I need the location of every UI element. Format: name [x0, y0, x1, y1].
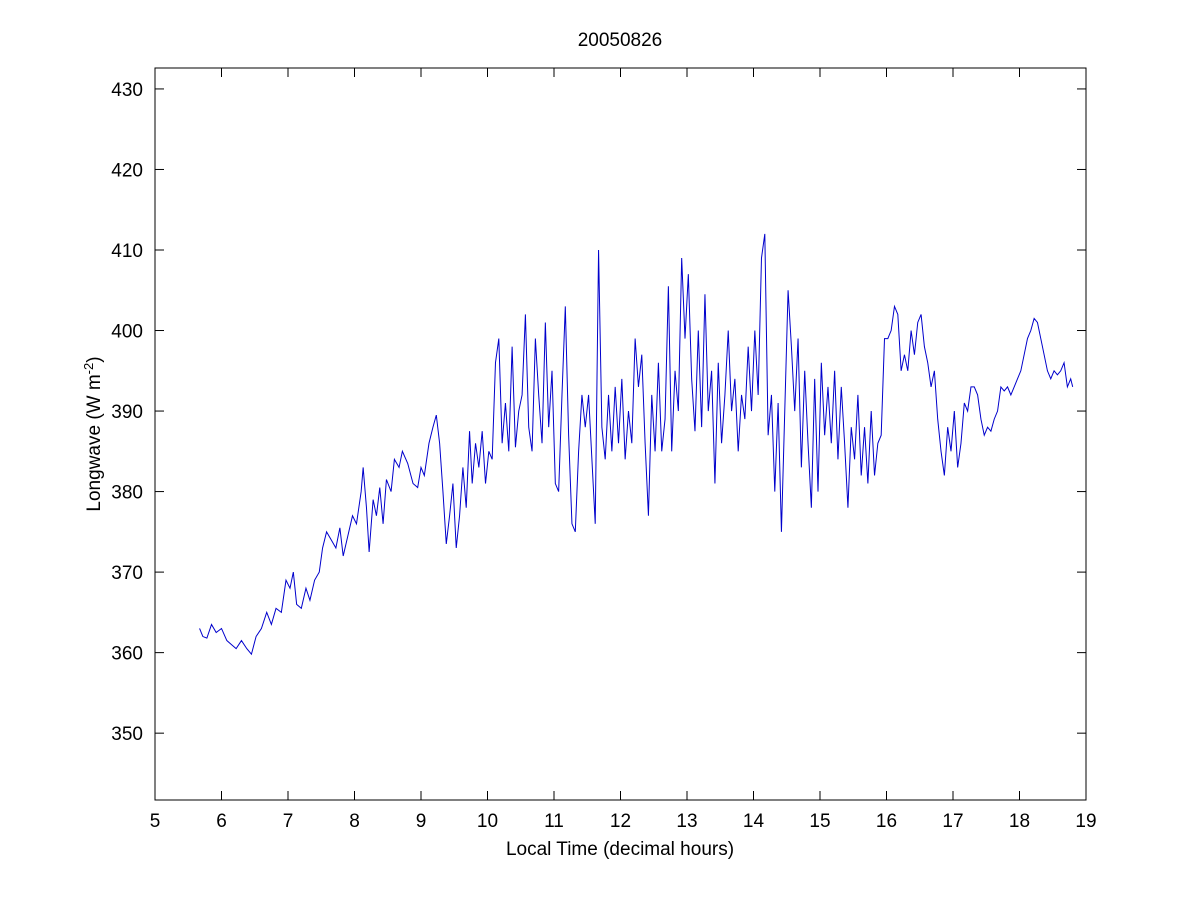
y-axis-label-sup: -2: [81, 363, 96, 375]
x-tick-label: 7: [283, 811, 294, 832]
x-tick-label: 16: [876, 811, 897, 832]
x-tick-label: 8: [349, 811, 360, 832]
y-tick-label: 420: [111, 160, 143, 181]
y-tick-label: 370: [111, 563, 143, 584]
y-axis-label: Longwave (W m-2): [81, 356, 105, 511]
y-tick-label: 350: [111, 724, 143, 745]
y-tick-label: 360: [111, 644, 143, 665]
x-tick-label: 12: [610, 811, 631, 832]
y-tick-label: 380: [111, 483, 143, 504]
y-tick-label: 400: [111, 322, 143, 343]
data-line: [199, 233, 1074, 656]
x-tick-label: 14: [743, 811, 765, 832]
x-tick-label: 17: [942, 811, 963, 832]
y-tick-label: 390: [111, 402, 143, 423]
x-tick-label: 19: [1075, 811, 1096, 832]
y-axis-label-main: Longwave (W m: [84, 374, 105, 511]
x-axis-label: Local Time (decimal hours): [506, 839, 734, 860]
y-tick-label: 410: [111, 241, 143, 262]
x-tick-label: 5: [150, 811, 161, 832]
plot-frame: [154, 67, 1087, 801]
x-tick-label: 9: [416, 811, 427, 832]
x-tick-label: 11: [544, 811, 564, 832]
x-tick-label: 15: [809, 811, 830, 832]
y-tick-label: 430: [111, 80, 143, 101]
y-axis-label-end: ): [84, 356, 105, 362]
x-tick-label: 18: [1009, 811, 1030, 832]
chart-title: 20050826: [578, 30, 663, 51]
x-tick-label: 13: [676, 811, 697, 832]
x-tick-label: 6: [216, 811, 227, 832]
x-tick-label: 10: [477, 811, 498, 832]
